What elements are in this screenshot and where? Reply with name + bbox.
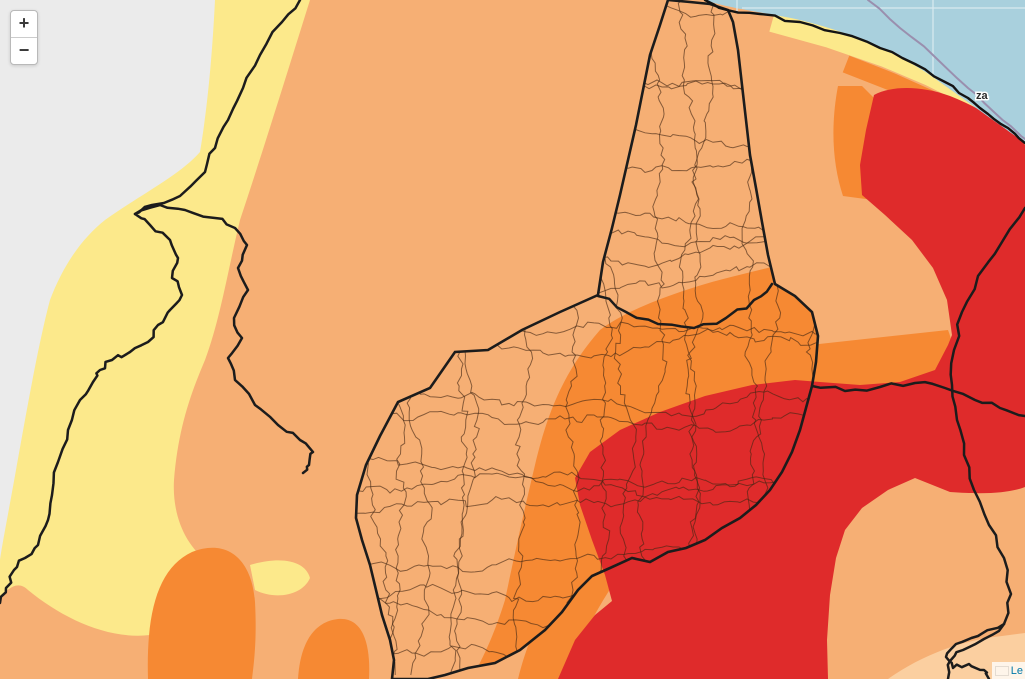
region-orange-band-tail xyxy=(518,545,628,679)
region-ocean xyxy=(705,0,1025,143)
coast-and-maritime-lines xyxy=(703,0,1025,145)
zoom-in-button[interactable]: + xyxy=(11,11,37,38)
region-orange-column-left xyxy=(147,547,256,679)
region-gray-nodata xyxy=(0,0,215,560)
region-yellow-pocket xyxy=(250,560,310,596)
attribution-bar: Le xyxy=(991,662,1025,679)
city-label: za xyxy=(976,90,989,102)
region-orange-patch-bottom xyxy=(298,618,370,679)
region-red-severe xyxy=(558,88,1025,679)
ukraine-flag-icon xyxy=(996,667,1008,675)
graticule-lines xyxy=(736,0,1025,74)
zoom-control: + − xyxy=(10,10,38,65)
region-pale-corner xyxy=(888,633,1025,679)
leaflet-attribution-link[interactable]: Le xyxy=(1010,664,1023,677)
zoom-out-button[interactable]: − xyxy=(11,38,37,64)
